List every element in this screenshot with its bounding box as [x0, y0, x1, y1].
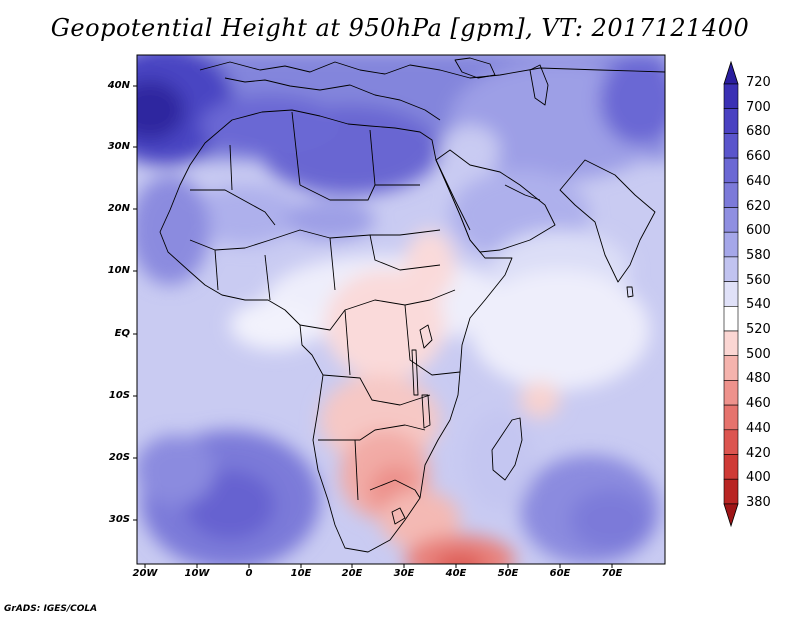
- colorbar-swatch: [723, 454, 739, 480]
- lon-label-30e: 30E: [393, 568, 415, 579]
- lon-label-10w: 10W: [184, 568, 210, 579]
- colorbar-cap-bottom: [723, 503, 739, 528]
- colorbar-swatch: [723, 478, 739, 505]
- colorbar-swatch: [723, 108, 739, 134]
- colorbar-swatch: [723, 182, 739, 208]
- lon-label-20e: 20E: [341, 568, 363, 579]
- colorbar-swatch: [723, 305, 739, 332]
- lon-label-70e: 70E: [601, 568, 623, 579]
- lat-label-20n: 20N: [107, 203, 130, 214]
- lon-label-40e: 40E: [445, 568, 467, 579]
- lat-label-40n: 40N: [107, 80, 130, 91]
- map-frame: [136, 54, 666, 565]
- lat-label-10n: 10N: [107, 265, 130, 276]
- lat-label-30s: 30S: [108, 514, 130, 525]
- geopotential-field: [137, 55, 665, 564]
- colorbar-label: 380: [746, 494, 771, 510]
- colorbar-label: 680: [746, 124, 771, 140]
- colorbar-label: 580: [746, 247, 771, 263]
- colorbar: [723, 60, 739, 528]
- colorbar-label: 400: [746, 470, 771, 486]
- colorbar-swatch: [723, 380, 739, 406]
- colorbar-label: 720: [746, 75, 771, 90]
- colorbar-swatch: [723, 429, 739, 455]
- colorbar-swatch: [723, 404, 739, 431]
- colorbar-label: 500: [746, 346, 771, 362]
- colorbar-swatch: [723, 330, 739, 357]
- colorbar-swatch: [723, 83, 739, 110]
- grads-credit: GrADS: IGES/COLA: [4, 604, 98, 614]
- colorbar-label: 520: [746, 322, 771, 337]
- colorbar-swatch: [723, 281, 739, 307]
- colorbar-label: 420: [746, 445, 771, 461]
- colorbar-label: 460: [746, 396, 771, 412]
- lon-label-60e: 60E: [549, 568, 571, 579]
- map-title: Geopotential Height at 950hPa [gpm], VT:…: [50, 14, 750, 42]
- colorbar-swatch: [723, 256, 739, 282]
- colorbar-swatch: [723, 157, 739, 184]
- colorbar-swatch: [723, 355, 739, 381]
- colorbar-swatch: [723, 133, 739, 159]
- lat-label-eq: EQ: [114, 328, 130, 339]
- colorbar-label: 560: [746, 272, 771, 288]
- lon-label-0: 0: [245, 568, 253, 579]
- lon-label-50e: 50E: [497, 568, 519, 579]
- colorbar-swatch: [723, 207, 739, 233]
- lon-label-10e: 10E: [290, 568, 312, 579]
- colorbar-label: 440: [746, 420, 771, 436]
- lat-label-30n: 30N: [107, 141, 130, 152]
- colorbar-label: 480: [746, 371, 771, 387]
- lat-label-10s: 10S: [108, 390, 130, 401]
- coastlines: [159, 57, 665, 553]
- colorbar-label: 620: [746, 198, 771, 214]
- colorbar-cap-top: [723, 60, 739, 85]
- colorbar-label: 640: [746, 173, 771, 189]
- colorbar-label: 660: [746, 149, 771, 165]
- colorbar-swatch: [723, 231, 739, 258]
- lat-label-20s: 20S: [108, 452, 130, 463]
- lon-label-20w: 20W: [132, 568, 158, 579]
- axis-ticks: [133, 85, 613, 568]
- colorbar-label: 540: [746, 297, 771, 313]
- colorbar-label: 700: [746, 99, 771, 115]
- colorbar-label: 600: [746, 223, 771, 239]
